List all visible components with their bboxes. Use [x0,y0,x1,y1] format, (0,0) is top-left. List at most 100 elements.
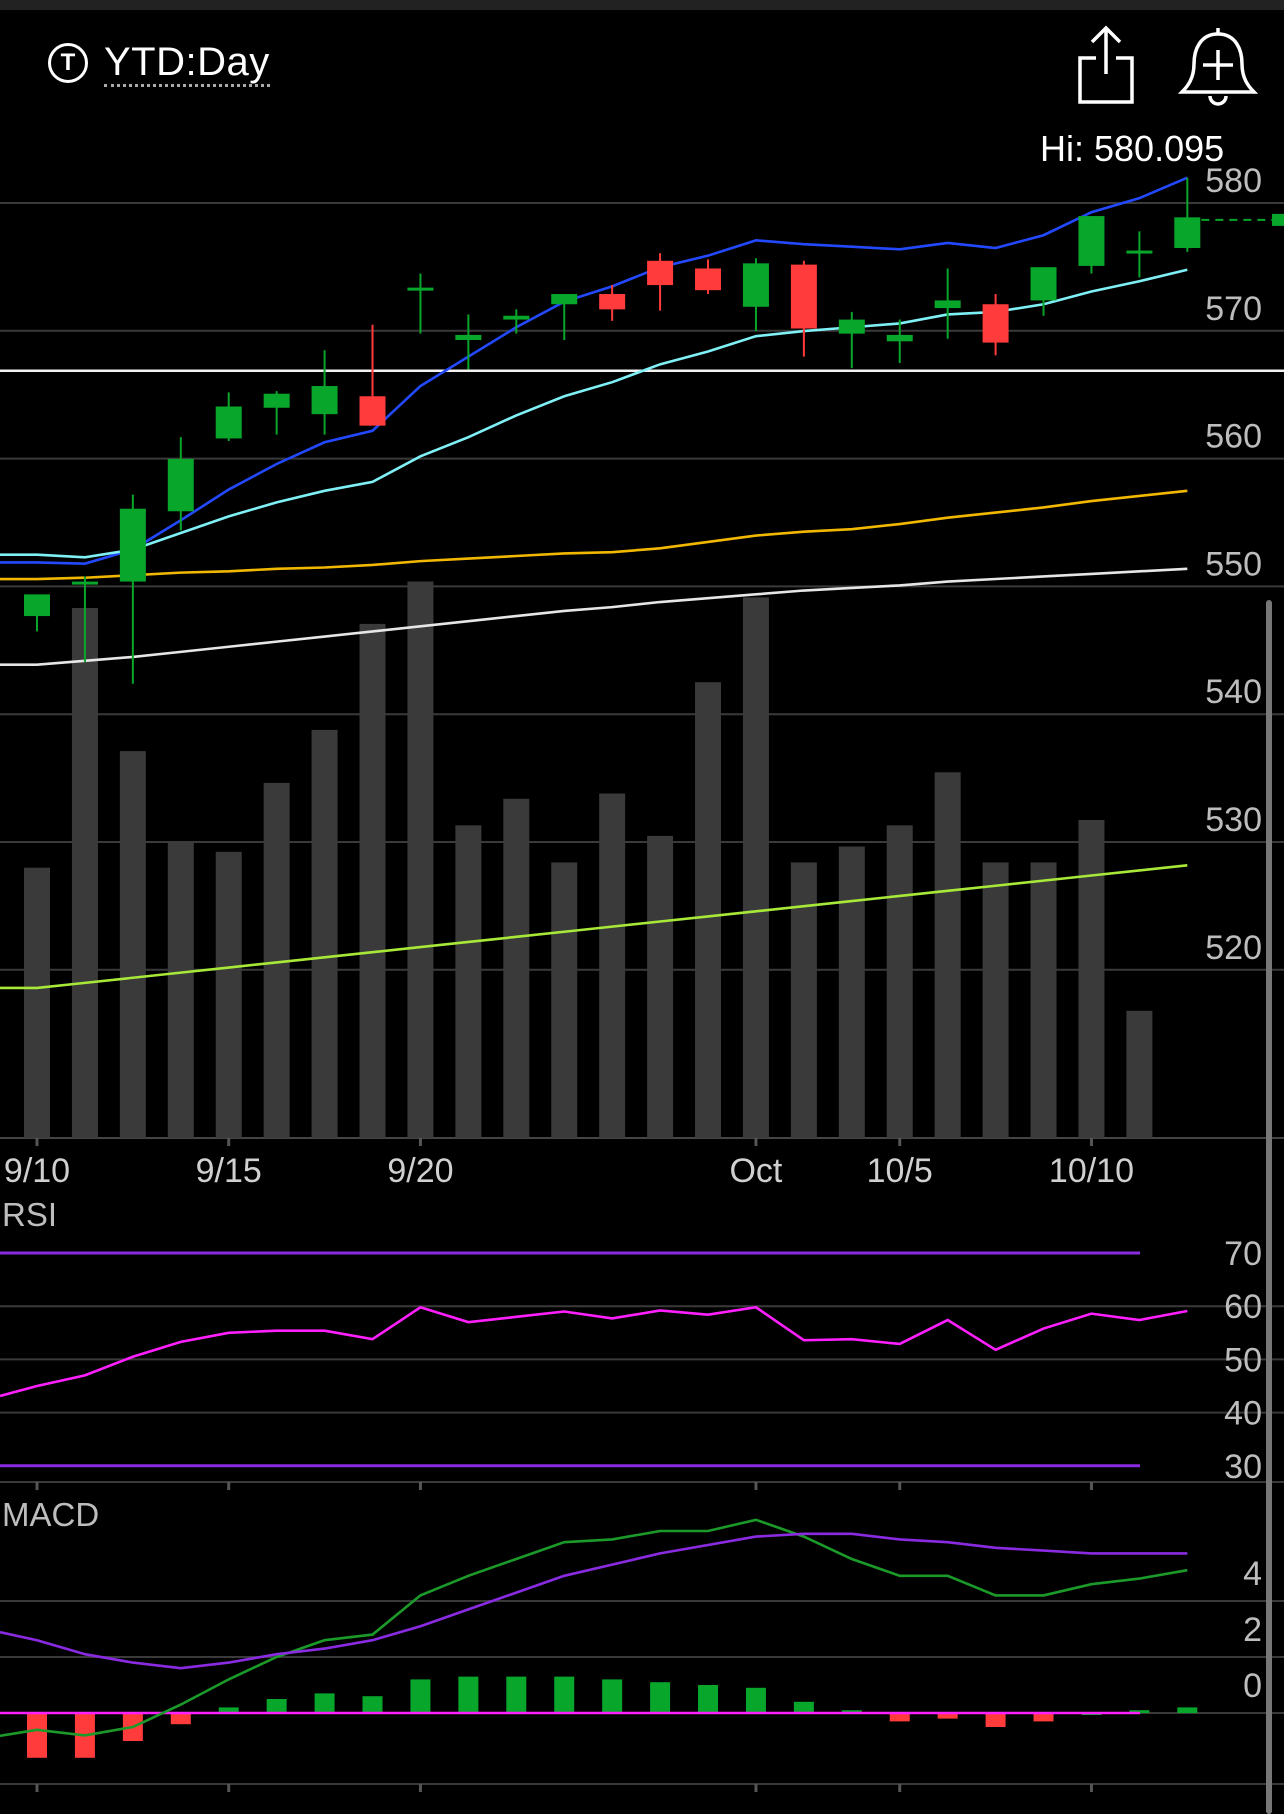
volume-bar [455,825,482,1138]
candle-body [982,304,1009,343]
volume-bar [359,623,386,1138]
volume-bar [24,867,50,1138]
macd-histogram-bar [1129,1710,1150,1713]
rsi-panel: RSI 70 60 50 40 30 [0,1196,1284,1490]
volume-bar [119,751,146,1138]
candle-body [886,334,913,342]
macd-line [0,1518,1188,1738]
timeframe-selector[interactable]: T YTD:Day [48,38,270,88]
candle-body [647,260,674,286]
candle-body [742,263,769,307]
price-tick-label: 580 [1205,162,1262,200]
macd-histogram-bar [745,1687,766,1713]
rsi-tick-label: 40 [1224,1395,1262,1433]
macd-histogram-bar [650,1682,671,1713]
price-tick-label: 520 [1205,929,1262,967]
candle-body [119,508,146,582]
volume-bar [311,729,338,1138]
moving-average-lines [0,176,1188,990]
candle-body [359,396,386,426]
rsi-label: RSI [2,1196,57,1233]
candle-body [838,319,865,334]
price-tick-label: 530 [1205,801,1262,839]
volume-bar [790,862,817,1138]
timeframe-label[interactable]: YTD:Day [104,40,270,87]
high-price-label: Hi: 580.095 [1040,128,1225,169]
volume-bar [71,608,98,1138]
candle-body [167,458,194,512]
candle-body [599,294,626,310]
price-tick-label: 540 [1205,673,1262,711]
rsi-line [0,1305,1188,1398]
add-alert-bell-icon [1177,28,1259,106]
volume-bar [503,798,530,1138]
x-tick-label: 9/15 [196,1152,262,1190]
x-tick-label: 10/5 [867,1152,933,1190]
macd-histogram-bar [27,1713,47,1758]
moving-average-line [0,863,1188,990]
macd-histogram-bar [985,1713,1006,1727]
share-button[interactable] [1074,24,1138,104]
candle-body [455,334,482,341]
macd-histogram-bar [458,1676,479,1713]
macd-histogram-bar [506,1676,527,1713]
volume-bar [1078,820,1105,1138]
axis-labels: 580 570 560 550 540 530 520 9/10 9/15 9/20 Oct 10/5… [4,162,1262,1190]
macd-histogram-bar [1033,1713,1054,1722]
candle-body [215,406,242,439]
candle-body [1078,216,1105,266]
macd-label: MACD [2,1496,99,1533]
candle-body [263,393,290,408]
candle-body [24,594,50,617]
candle-body [1126,250,1153,254]
macd-histogram-bar [841,1710,862,1713]
scrollbar[interactable] [1266,600,1272,1814]
macd-histogram-bar [602,1679,623,1713]
macd-histogram-bar [362,1696,383,1713]
volume-bar [599,793,626,1138]
price-tick-label: 560 [1205,418,1262,456]
moving-average-line [0,567,1188,666]
macd-histogram-bar [170,1713,191,1725]
volume-bars [24,581,1153,1138]
candle-body [551,294,578,305]
candlesticks [24,177,1284,684]
rsi-tick-label: 30 [1224,1448,1262,1486]
macd-tick-label: 2 [1243,1611,1262,1649]
rsi-tick-label: 50 [1224,1341,1262,1379]
volume-bar [838,846,865,1138]
volume-bar [647,835,674,1138]
volume-bar [215,851,242,1138]
macd-histogram-bar [410,1679,431,1713]
macd-histogram-bar [937,1713,958,1719]
macd-tick-label: 4 [1243,1555,1262,1593]
candle-body [934,300,961,309]
last-price-marker [1272,213,1284,226]
share-icon [1078,25,1134,104]
x-tick-label: Oct [729,1152,782,1190]
candle-body [311,386,338,415]
macd-histogram-bar [793,1701,814,1713]
volume-bar [167,841,194,1138]
rsi-tick-label: 60 [1224,1288,1262,1326]
macd-histogram-bar [218,1707,239,1713]
chart-grid [0,202,1284,1139]
candle-body [790,264,817,329]
volume-bar [886,825,913,1138]
macd-tick-label: 0 [1243,1667,1262,1705]
moving-average-line [0,268,1188,559]
candle-body [1174,217,1201,249]
volume-bar [551,862,578,1138]
x-tick-label: 9/20 [387,1152,453,1190]
macd-panel: MACD 4 2 0 [0,1496,1284,1792]
x-tick-label: 10/10 [1049,1152,1134,1190]
volume-bar [1030,862,1057,1138]
price-tick-label: 550 [1205,545,1262,583]
x-tick-label: 9/10 [4,1152,70,1190]
add-alert-button[interactable] [1177,24,1259,106]
candle-body [71,581,98,585]
macd-histogram-bar [698,1685,719,1713]
candle-body [695,268,722,291]
rsi-tick-label: 70 [1224,1235,1262,1273]
